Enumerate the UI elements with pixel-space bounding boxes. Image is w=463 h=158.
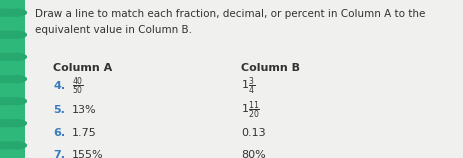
Text: 155%: 155% bbox=[72, 150, 103, 158]
Circle shape bbox=[0, 76, 16, 82]
Circle shape bbox=[6, 53, 26, 60]
Circle shape bbox=[6, 76, 26, 82]
Text: 7.: 7. bbox=[53, 150, 65, 158]
Text: $1\frac{3}{4}$: $1\frac{3}{4}$ bbox=[241, 75, 255, 97]
Text: 1.75: 1.75 bbox=[72, 128, 96, 138]
Text: 6.: 6. bbox=[53, 128, 65, 138]
Text: Draw a line to match each fraction, decimal, or percent in Column A to the: Draw a line to match each fraction, deci… bbox=[35, 9, 425, 19]
Circle shape bbox=[6, 142, 26, 149]
Text: Column A: Column A bbox=[53, 63, 113, 73]
Circle shape bbox=[0, 31, 16, 38]
Text: $1\frac{11}{20}$: $1\frac{11}{20}$ bbox=[241, 99, 260, 121]
Text: 0.13: 0.13 bbox=[241, 128, 265, 138]
Text: 80%: 80% bbox=[241, 150, 265, 158]
Text: 5.: 5. bbox=[53, 105, 65, 115]
Circle shape bbox=[0, 142, 16, 149]
Text: 4.: 4. bbox=[53, 81, 65, 91]
Circle shape bbox=[6, 31, 26, 38]
Text: 13%: 13% bbox=[72, 105, 96, 115]
Circle shape bbox=[6, 120, 26, 127]
Circle shape bbox=[0, 9, 16, 16]
Circle shape bbox=[0, 53, 16, 60]
Circle shape bbox=[0, 98, 16, 105]
Text: equivalent value in Column B.: equivalent value in Column B. bbox=[35, 25, 192, 35]
Text: $\frac{40}{50}$: $\frac{40}{50}$ bbox=[72, 75, 84, 97]
Circle shape bbox=[6, 98, 26, 105]
Circle shape bbox=[0, 120, 16, 127]
Text: Column B: Column B bbox=[241, 63, 300, 73]
FancyBboxPatch shape bbox=[0, 0, 25, 158]
Circle shape bbox=[6, 9, 26, 16]
